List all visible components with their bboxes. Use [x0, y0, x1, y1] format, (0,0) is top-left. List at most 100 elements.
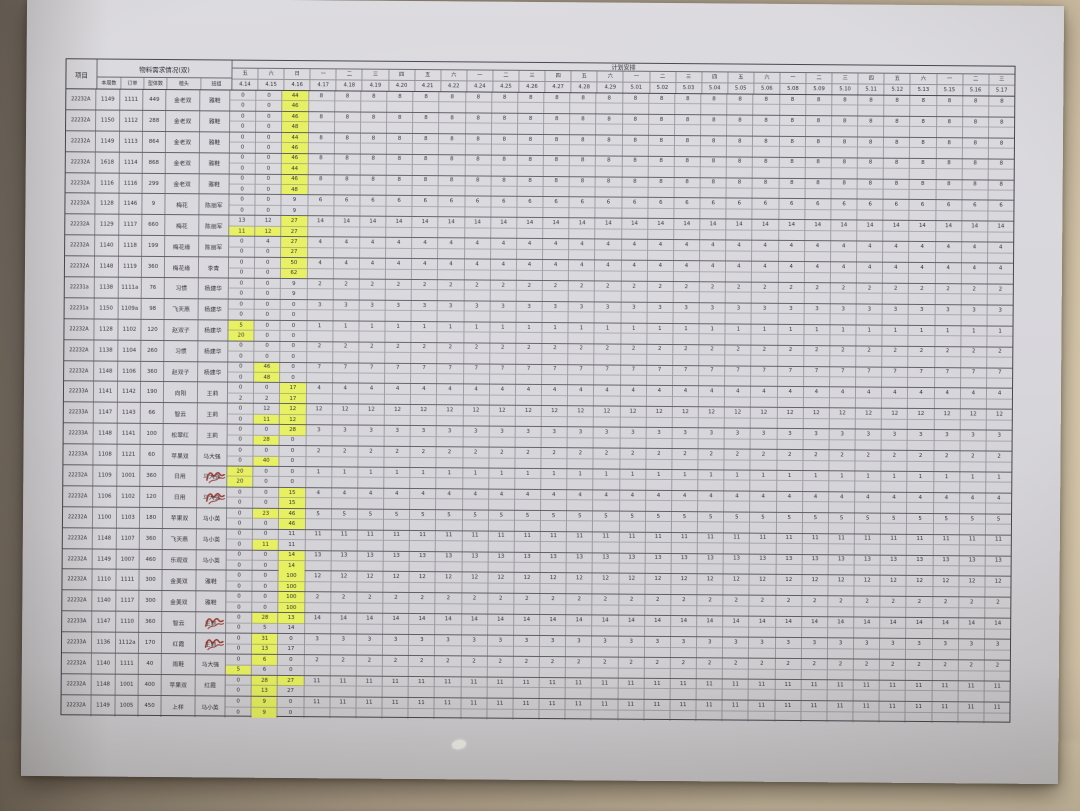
- day-column: 2: [804, 283, 831, 304]
- day-column: 14: [935, 221, 963, 242]
- day-column: 3: [437, 301, 465, 322]
- day-column: 2: [827, 659, 855, 680]
- day-value-cell: 14: [648, 219, 674, 230]
- day-value-cell: [462, 625, 487, 635]
- day-column: 4: [829, 492, 856, 513]
- day-value-cell: [596, 187, 621, 197]
- day-value-cell: 11: [697, 532, 724, 544]
- team-cell: 雅鞋: [196, 570, 227, 591]
- day-column: 2: [516, 343, 543, 364]
- date-cell: 5.06: [754, 83, 781, 94]
- day-value-cell: 4: [438, 238, 464, 250]
- day-value-cell: 4: [829, 492, 855, 503]
- day-value-cell: [806, 106, 831, 116]
- day-column: 11: [382, 697, 409, 719]
- day-value-cell: 4: [595, 260, 621, 272]
- day-value-cell: [675, 146, 700, 156]
- day-value-cell: [596, 146, 621, 156]
- day-value-cell: [647, 334, 672, 344]
- day-column: 4: [778, 261, 805, 283]
- day-value-cell: [594, 417, 619, 427]
- day-column: 11: [382, 676, 409, 697]
- day-column: 11: [696, 679, 724, 700]
- day-value-cell: [570, 166, 595, 176]
- date-cell: 5.02: [649, 82, 677, 94]
- day-value-cell: 1: [830, 325, 856, 336]
- day-value-cell: 6: [252, 654, 278, 666]
- day-value-cell: [749, 711, 774, 721]
- day-value-cell: 3: [880, 638, 906, 650]
- day-value-cell: 8: [753, 94, 779, 106]
- day-column: 4: [516, 239, 544, 260]
- date-cell: 5.11: [858, 84, 885, 95]
- day-value-cell: 0: [277, 696, 304, 708]
- day-value-cell: [697, 606, 722, 616]
- day-value-cell: [411, 416, 436, 426]
- day-column: 13: [592, 552, 620, 574]
- day-value-cell: 2: [987, 284, 1014, 296]
- day-value-cell: [752, 293, 777, 303]
- day-value-cell: 11: [539, 677, 565, 689]
- day-column: 2: [673, 282, 700, 303]
- day-column: 13: [723, 554, 751, 575]
- day-value-cell: 0: [236, 625, 241, 632]
- day-column: 5: [645, 511, 672, 532]
- day-value-cell: 8: [334, 91, 361, 103]
- day-value-cell: 5: [855, 513, 881, 524]
- day-value-cell: 7: [332, 362, 359, 374]
- day-value-cell: 8: [988, 138, 1015, 149]
- day-column: 0 17: [278, 634, 305, 655]
- day-value-cell: 3: [490, 301, 516, 313]
- day-column: 1: [933, 472, 961, 493]
- day-value-cell: [856, 398, 881, 408]
- day-column: 11: [723, 533, 751, 554]
- day-column: 1: [935, 325, 962, 346]
- day-column: 8: [387, 112, 414, 133]
- day-value-cell: [437, 437, 462, 447]
- quantity-cell: 460: [139, 549, 163, 570]
- day-column: 14: [330, 613, 358, 634]
- day-value-cell: 8: [596, 156, 622, 167]
- day-value-cell: 3: [724, 428, 751, 440]
- day-value-cell: 3: [960, 430, 986, 442]
- day-value-cell: 8: [543, 176, 569, 188]
- day-value-cell: 2: [723, 595, 749, 607]
- day-column: 2: [723, 595, 750, 616]
- day-column: 11: [305, 529, 332, 550]
- day-value-cell: [727, 168, 752, 178]
- day-value-cell: 4: [986, 388, 1013, 400]
- day-value-cell: [725, 418, 750, 428]
- day-column: 8: [439, 133, 466, 155]
- day-value-cell: [595, 355, 620, 365]
- day-value-cell: 8: [858, 137, 884, 148]
- day-value-cell: 11: [905, 701, 932, 713]
- day-value-cell: [517, 229, 542, 239]
- day-value-cell: 11: [984, 681, 1010, 693]
- day-value-cell: 0: [255, 174, 282, 185]
- day-column: 8: [831, 157, 858, 179]
- day-value-cell: [387, 144, 412, 154]
- day-value-cell: 4: [333, 237, 360, 249]
- day-value-cell: 4: [645, 490, 672, 502]
- day-value-cell: 7: [987, 368, 1013, 379]
- day-value-cell: 2: [620, 448, 646, 460]
- day-value-cell: 14: [909, 221, 935, 232]
- day-value-cell: [804, 314, 829, 324]
- day-value-cell: 11: [383, 530, 410, 542]
- day-value-cell: [570, 104, 595, 114]
- day-column: 8: [884, 137, 911, 158]
- day-column: 2: [358, 446, 385, 467]
- day-column: 11: [330, 697, 357, 719]
- order-number-cell: 1149: [96, 89, 121, 110]
- day-value-cell: 2: [827, 659, 854, 670]
- day-column: 4: [464, 238, 491, 259]
- day-value-cell: [360, 290, 385, 300]
- day-value-cell: 3: [647, 302, 673, 314]
- day-value-cell: [753, 230, 778, 240]
- day-value-cell: 4: [542, 385, 568, 397]
- day-column: 3: [882, 304, 910, 325]
- day-value-cell: 0: [279, 466, 305, 478]
- day-column: 14: [752, 219, 779, 241]
